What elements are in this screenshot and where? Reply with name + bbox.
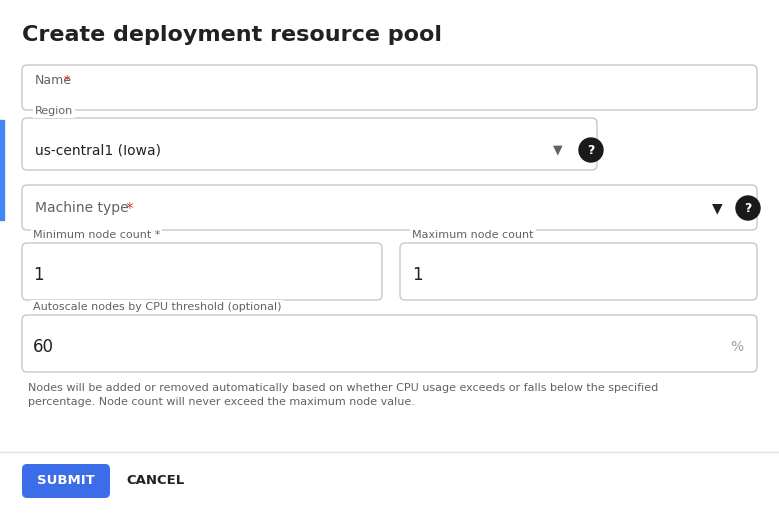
Text: Minimum node count *: Minimum node count *	[33, 230, 160, 240]
FancyBboxPatch shape	[22, 65, 757, 110]
Text: Nodes will be added or removed automatically based on whether CPU usage exceeds : Nodes will be added or removed automatic…	[28, 383, 658, 393]
Text: 1: 1	[412, 266, 423, 284]
Text: *: *	[122, 201, 133, 215]
Circle shape	[579, 138, 603, 162]
FancyBboxPatch shape	[22, 315, 757, 372]
Circle shape	[736, 196, 760, 220]
Text: Autoscale nodes by CPU threshold (optional): Autoscale nodes by CPU threshold (option…	[33, 302, 281, 312]
Text: Name: Name	[35, 74, 72, 87]
FancyBboxPatch shape	[22, 118, 597, 170]
FancyBboxPatch shape	[22, 185, 757, 230]
Text: ?: ?	[744, 201, 752, 214]
Text: Region: Region	[35, 106, 73, 116]
Text: 1: 1	[33, 266, 44, 284]
FancyBboxPatch shape	[22, 243, 382, 300]
Text: us-central1 (Iowa): us-central1 (Iowa)	[35, 143, 161, 157]
FancyBboxPatch shape	[400, 243, 757, 300]
Text: CANCEL: CANCEL	[126, 474, 185, 487]
Text: ▼: ▼	[553, 143, 562, 157]
Text: %: %	[730, 340, 743, 354]
Text: ?: ?	[587, 143, 594, 157]
Text: 60: 60	[33, 338, 54, 356]
Text: Machine type: Machine type	[35, 201, 129, 215]
Text: percentage. Node count will never exceed the maximum node value.: percentage. Node count will never exceed…	[28, 397, 415, 407]
Text: SUBMIT: SUBMIT	[37, 474, 95, 487]
Bar	[0, 120, 4, 220]
Text: *: *	[64, 74, 70, 87]
FancyBboxPatch shape	[22, 464, 110, 498]
Text: Create deployment resource pool: Create deployment resource pool	[22, 25, 442, 45]
Text: Maximum node count: Maximum node count	[412, 230, 534, 240]
Text: ▼: ▼	[712, 201, 722, 215]
